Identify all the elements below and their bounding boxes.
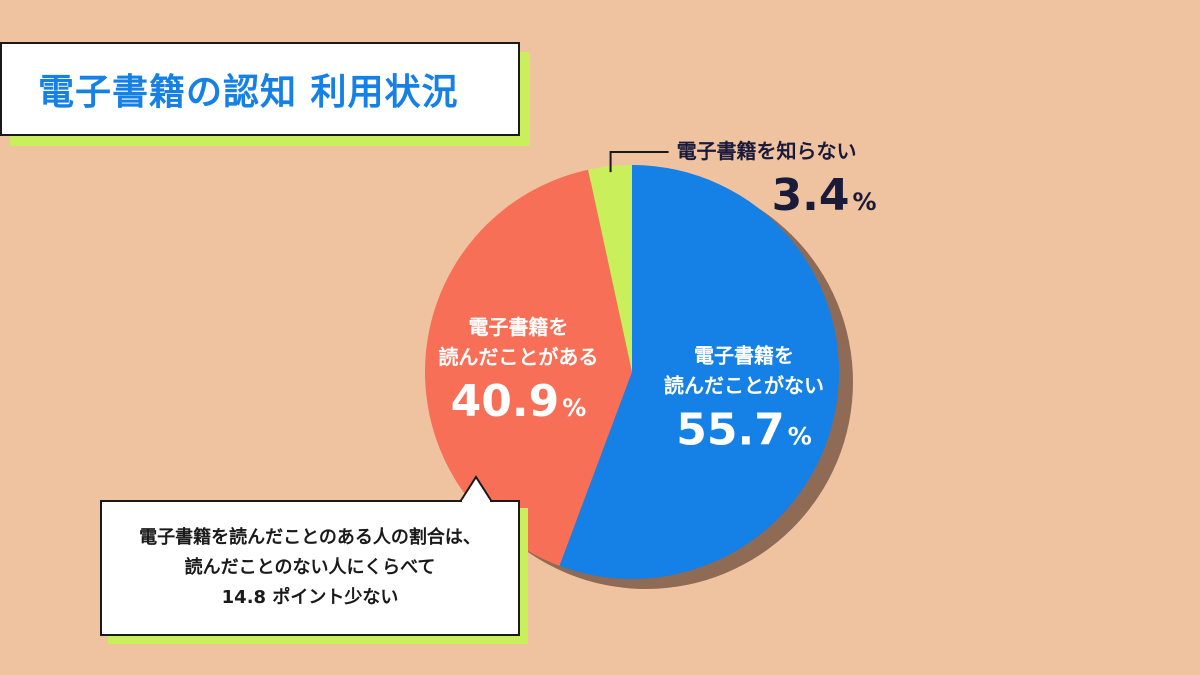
callout-line-1: 電子書籍を読んだことのある人の割合は、: [139, 527, 481, 549]
callout-box: 電子書籍を読んだことのある人の割合は、 読んだことのない人にくらべて 14.8 …: [100, 500, 520, 636]
slice-label-1-line-0: 電子書籍を: [468, 315, 568, 339]
slice-label-1-line-1: 読んだことがある: [438, 345, 598, 369]
slice-value-0: 55.7%: [676, 404, 812, 455]
callout-line-3: 14.8 ポイント少ない: [221, 586, 399, 608]
slice-label-0-line-1: 読んだことがない: [664, 373, 824, 397]
callout-line-2: 読んだことのない人にくらべて: [184, 557, 436, 579]
pie-slice-1: [424, 169, 632, 566]
pie-slice-2: [588, 165, 632, 372]
title-box: 電子書籍の認知 利用状況: [0, 42, 520, 136]
leader-line-2: [609, 151, 669, 173]
slice-label-2-line-0: 電子書籍を知らない: [677, 139, 857, 163]
slice-value-1: 40.9%: [451, 376, 587, 427]
pie-slice-0: [559, 165, 839, 579]
page-title: 電子書籍の認知 利用状況: [38, 72, 459, 113]
slice-label-0-line-0: 電子書籍を: [694, 343, 794, 367]
slice-value-2: 3.4%: [772, 170, 877, 221]
